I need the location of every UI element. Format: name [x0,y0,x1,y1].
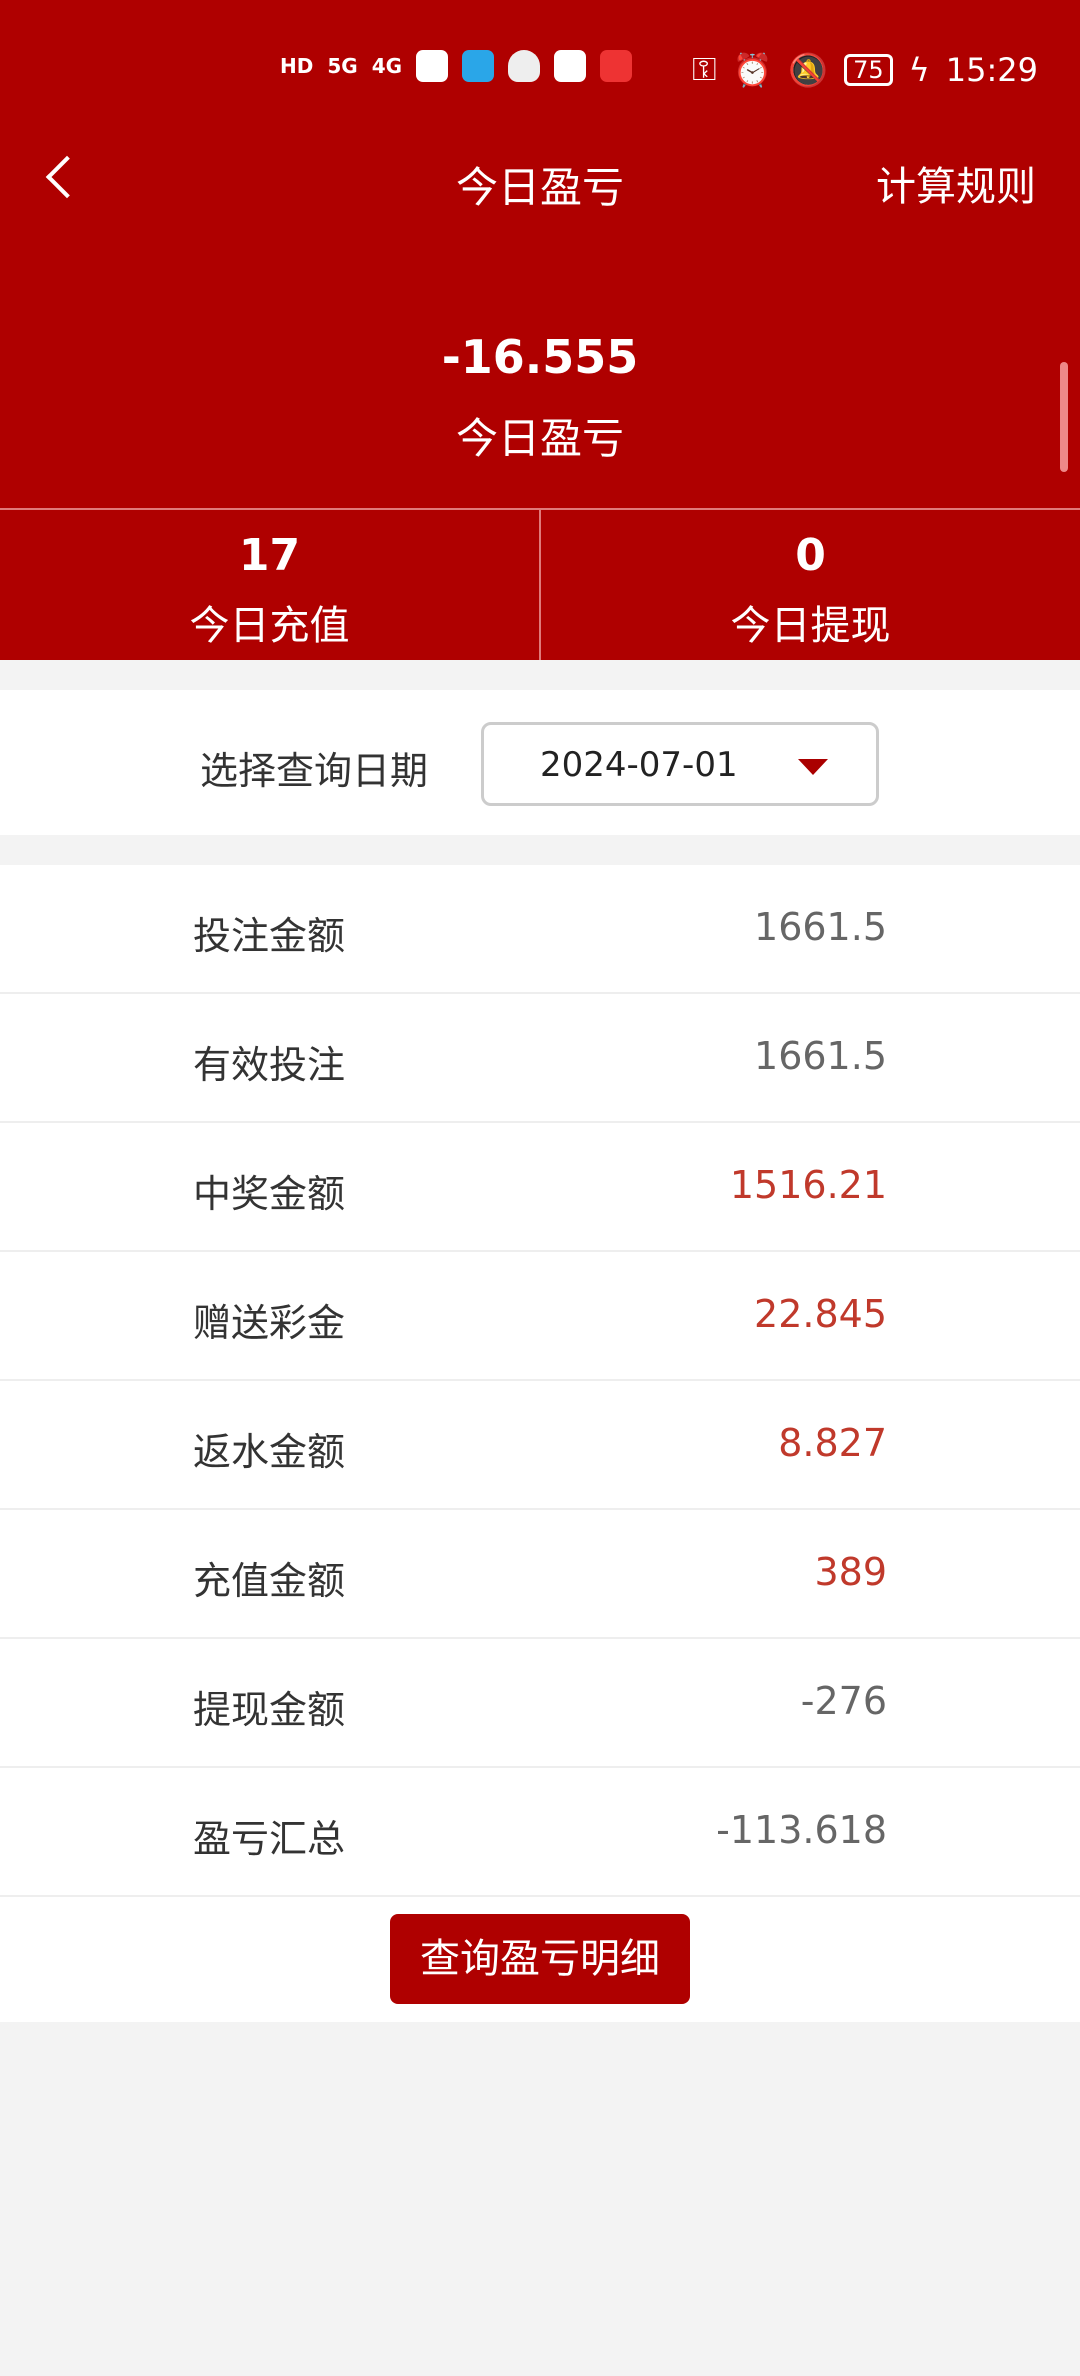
row-value: 1516.21 [729,1163,887,1207]
qq-icon [508,50,541,82]
rules-link[interactable]: 计算规则 [876,164,1036,210]
charging-icon: ϟ [908,50,930,89]
stat-label: 今日充值 [189,603,350,649]
hd-icon: HD [280,54,314,78]
table-row: 有效投注 1661.5 [0,994,1080,1123]
row-label: 赠送彩金 [193,1301,346,1345]
date-value: 2024-07-01 [540,745,738,785]
row-value: 8.827 [778,1421,887,1465]
lottery-app-icon [600,50,633,82]
battery-icon: 75 [844,53,893,86]
mute-icon: 🔕 [788,50,829,89]
stats-row: 17 今日充值 0 今日提现 [0,508,1080,660]
alarm-icon: ⏰ [732,50,773,89]
scrollbar[interactable] [1060,362,1068,472]
signal-5g: 5G [327,54,358,78]
row-label: 充值金额 [193,1559,346,1603]
table-row: 提现金额 -276 [0,1639,1080,1768]
key-icon: ⚿ [692,50,717,88]
row-value: -276 [800,1679,887,1723]
summary-label: 今日盈亏 [455,414,624,463]
stat-label: 今日提现 [730,603,891,649]
signal-4g: 4G [371,54,403,78]
summary-value: -16.555 [441,330,639,384]
row-label: 有效投注 [193,1043,346,1087]
row-value: 1661.5 [754,1034,887,1078]
rocket-app-icon [416,50,449,82]
table-row: 投注金额 1661.5 [0,865,1080,994]
row-label: 中奖金额 [193,1172,346,1216]
button-area: 查询盈亏明细 [0,1897,1080,2022]
query-detail-button[interactable]: 查询盈亏明细 [390,1914,690,2004]
row-label: 提现金额 [193,1688,346,1732]
row-label: 投注金额 [193,914,346,958]
table-row: 盈亏汇总 -113.618 [0,1768,1080,1897]
page-title: 今日盈亏 [455,163,624,212]
caret-down-icon [798,759,828,775]
row-label: 盈亏汇总 [193,1817,346,1861]
stat-value: 0 [795,530,826,581]
table-row: 充值金额 389 [0,1510,1080,1639]
date-label: 选择查询日期 [200,749,429,793]
header: HD 5G 4G ⚿ ⏰ 🔕 75 ϟ 15:29 今日盈亏 计算规则 -16.… [0,0,1080,660]
stat-value: 17 [238,530,301,581]
row-value: 22.845 [754,1292,887,1336]
table-row: 中奖金额 1516.21 [0,1123,1080,1252]
date-filter: 选择查询日期 2024-07-01 [0,690,1080,835]
date-select[interactable]: 2024-07-01 [481,722,879,806]
row-value: 1661.5 [754,905,887,949]
stat-withdraw: 0 今日提现 [539,510,1080,660]
nav-bar: 今日盈亏 计算规则 [0,140,1080,220]
table-row: 赠送彩金 22.845 [0,1252,1080,1381]
honor-bag-app-icon [462,50,495,82]
row-label: 返水金额 [193,1430,346,1474]
honor-diamond-app-icon [554,50,587,82]
stat-recharge: 17 今日充值 [0,510,539,660]
summary-table: 投注金额 1661.5 有效投注 1661.5 中奖金额 1516.21 赠送彩金 22.84… [0,865,1080,1897]
clock: 15:29 [945,50,1038,89]
row-value: -113.618 [716,1808,887,1852]
table-row: 返水金额 8.827 [0,1381,1080,1510]
status-bar: HD 5G 4G ⚿ ⏰ 🔕 75 ϟ 15:29 [0,40,1080,110]
row-value: 389 [814,1550,887,1594]
